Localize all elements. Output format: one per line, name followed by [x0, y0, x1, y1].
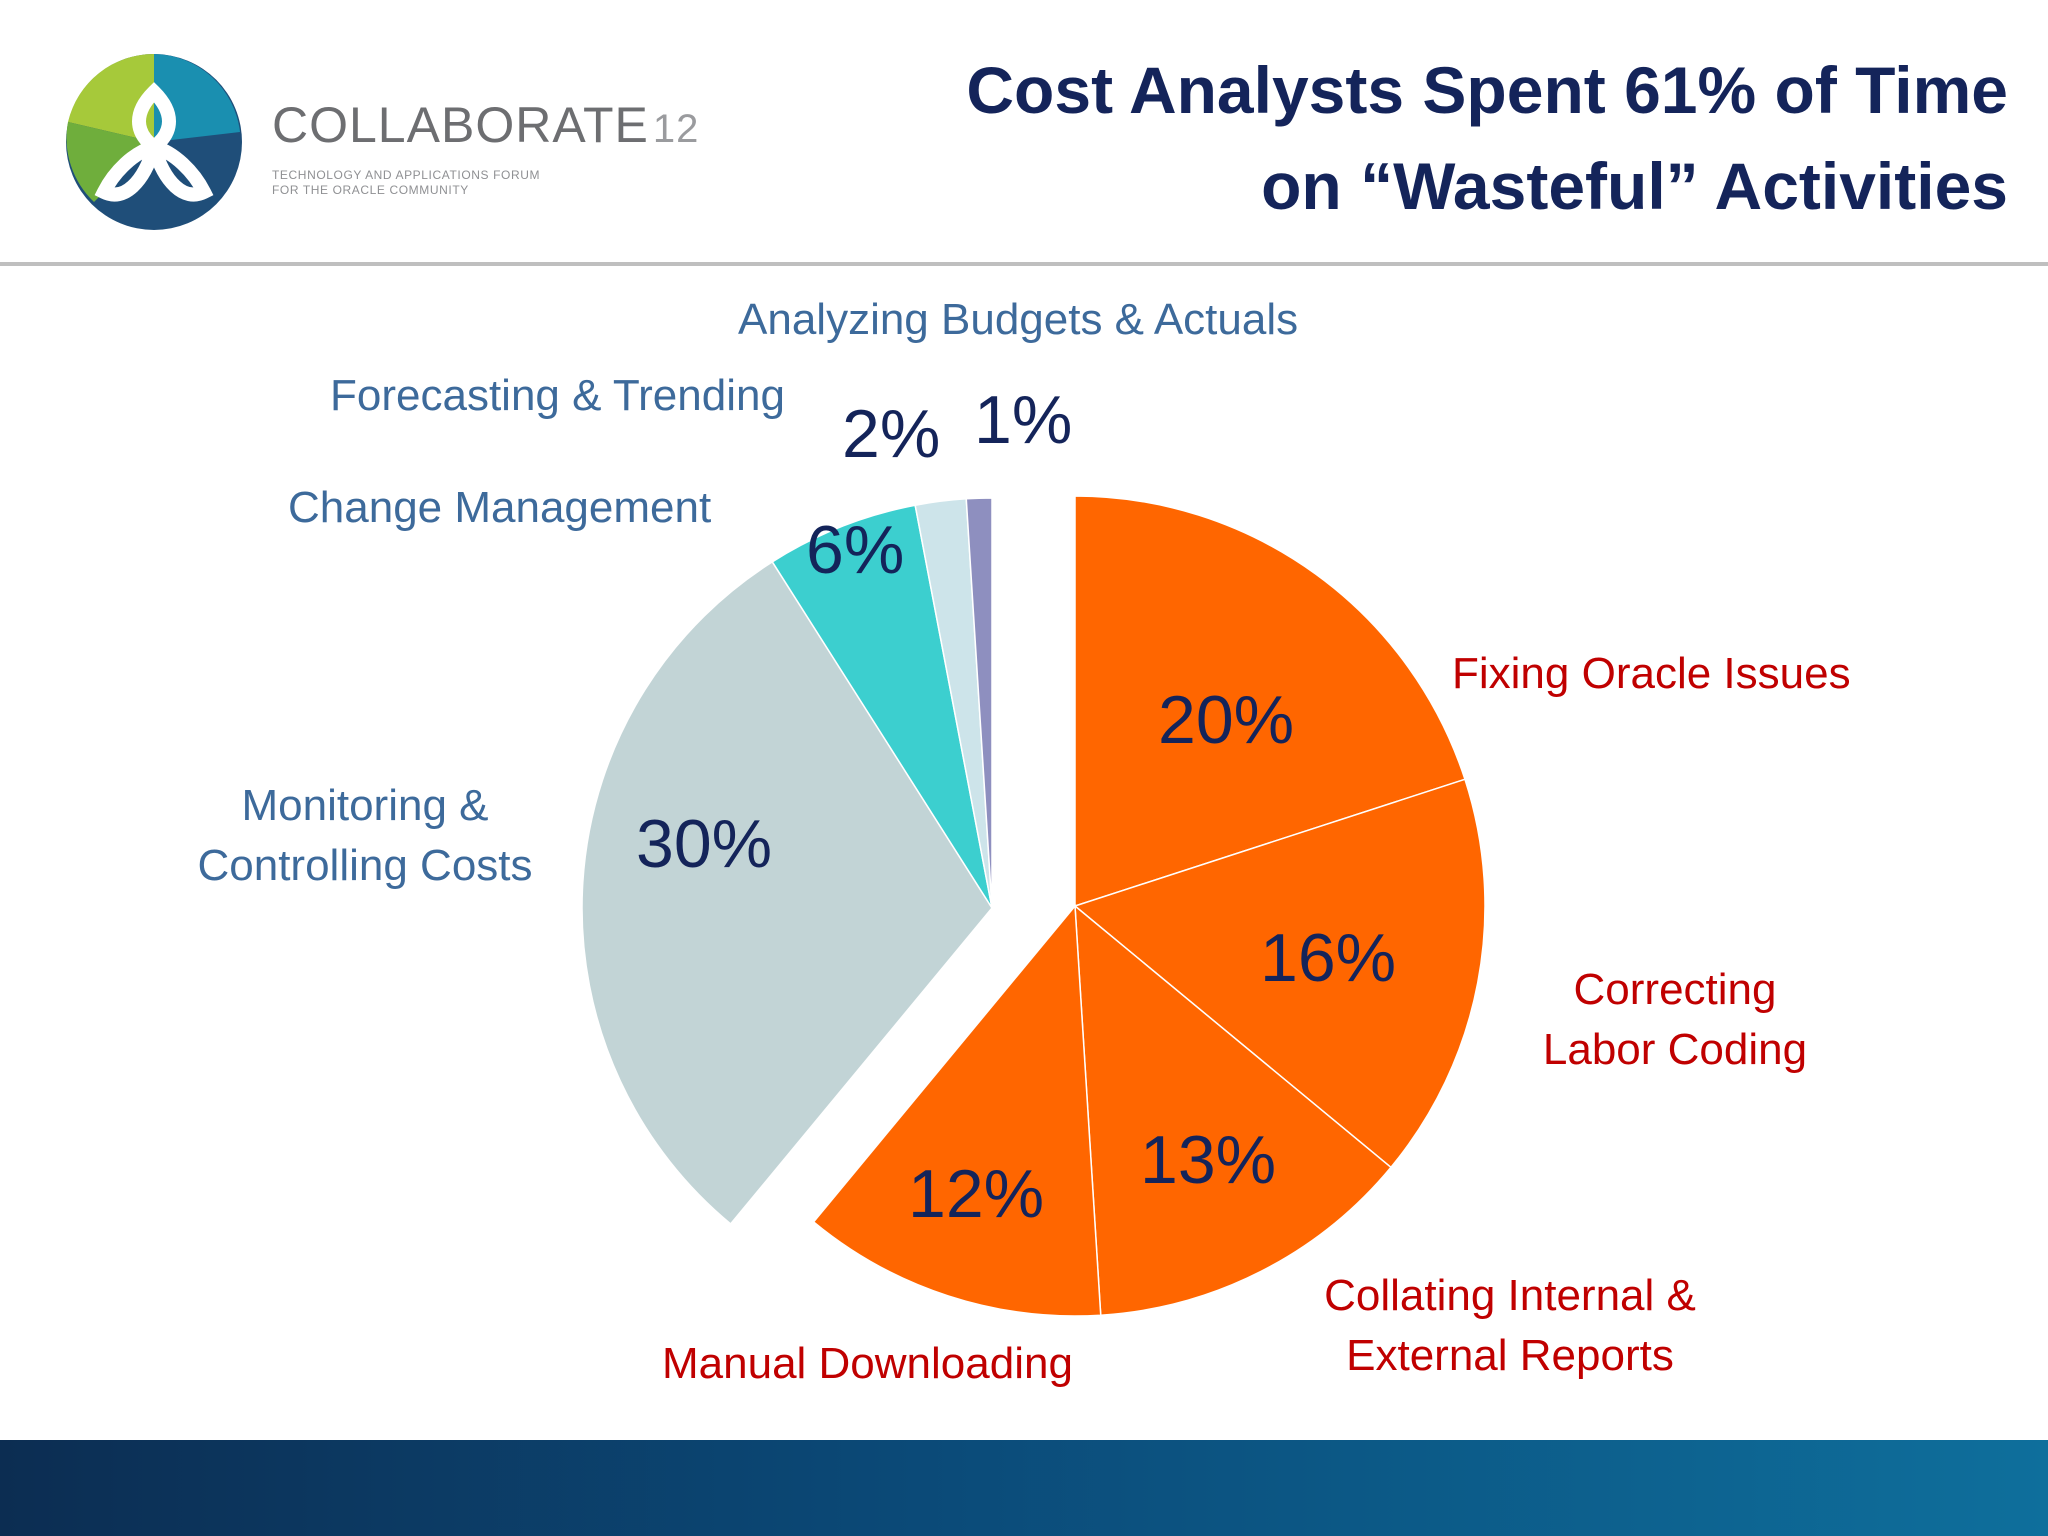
label-forecasting: Forecasting & Trending: [330, 371, 785, 420]
pie-slice-budgets: [965, 497, 993, 909]
pct-manual: 12%: [908, 1156, 1045, 1232]
label-collating-line-2: External Reports: [1346, 1331, 1674, 1380]
brand-tagline: TECHNOLOGY AND APPLICATIONS FORUM FOR TH…: [272, 168, 699, 198]
label-correcting-line-2: Labor Coding: [1542, 1025, 1808, 1074]
pct-forecasting: 2%: [842, 396, 941, 472]
pie-slice-collating: [1074, 904, 1392, 1316]
brand-number: 12: [652, 107, 700, 151]
brand: COLLABORATE 12 TECHNOLOGY AND APPLICATION…: [272, 100, 699, 198]
pct-collating: 13%: [1140, 1122, 1277, 1198]
pct-budgets: 1%: [974, 382, 1073, 458]
pie-slice-fixing: [1074, 495, 1466, 908]
label-budgets: Analyzing Budgets & Actuals: [738, 295, 1299, 344]
pct-monitoring: 30%: [636, 806, 773, 882]
label-change: Change Management: [288, 483, 712, 532]
label-monitoring-line-2: Controlling Costs: [197, 841, 533, 890]
label-manual: Manual Downloading: [662, 1339, 1073, 1388]
pct-fixing: 20%: [1158, 682, 1295, 758]
pie-slice-correcting: [1073, 778, 1486, 1169]
brand-tagline-line-1: TECHNOLOGY AND APPLICATIONS FORUM: [272, 168, 541, 182]
pct-change: 6%: [806, 512, 905, 588]
pct-correcting: 16%: [1260, 920, 1397, 996]
footer-band: [0, 1440, 2048, 1536]
label-correcting-line-1: Correcting: [1573, 965, 1777, 1014]
header-divider: [0, 262, 2048, 266]
slide-title-line-1: Cost Analysts Spent 61% of Time: [966, 53, 2008, 127]
pie-slice-manual: [812, 904, 1102, 1317]
label-monitoring-line-1: Monitoring &: [241, 781, 489, 830]
slide-title: Cost Analysts Spent 61% of Time on “Wast…: [808, 42, 2008, 234]
slide-title-line-2: on “Wasteful” Activities: [1261, 149, 2008, 223]
pie-slice-change: [771, 504, 993, 909]
label-fixing: Fixing Oracle Issues: [1452, 649, 1851, 698]
label-correcting: Correcting Labor Coding: [1510, 960, 1840, 1080]
label-collating: Collating Internal & External Reports: [1290, 1266, 1730, 1386]
pie-slice-monitoring: [581, 560, 993, 1225]
label-collating-line-1: Collating Internal &: [1324, 1271, 1696, 1320]
label-monitoring: Monitoring & Controlling Costs: [180, 776, 550, 896]
collaborate-logo-icon: [66, 53, 242, 230]
brand-tagline-line-2: FOR THE ORACLE COMMUNITY: [272, 183, 469, 197]
brand-name: COLLABORATE 12: [272, 100, 699, 150]
brand-name-text: COLLABORATE: [272, 97, 649, 153]
